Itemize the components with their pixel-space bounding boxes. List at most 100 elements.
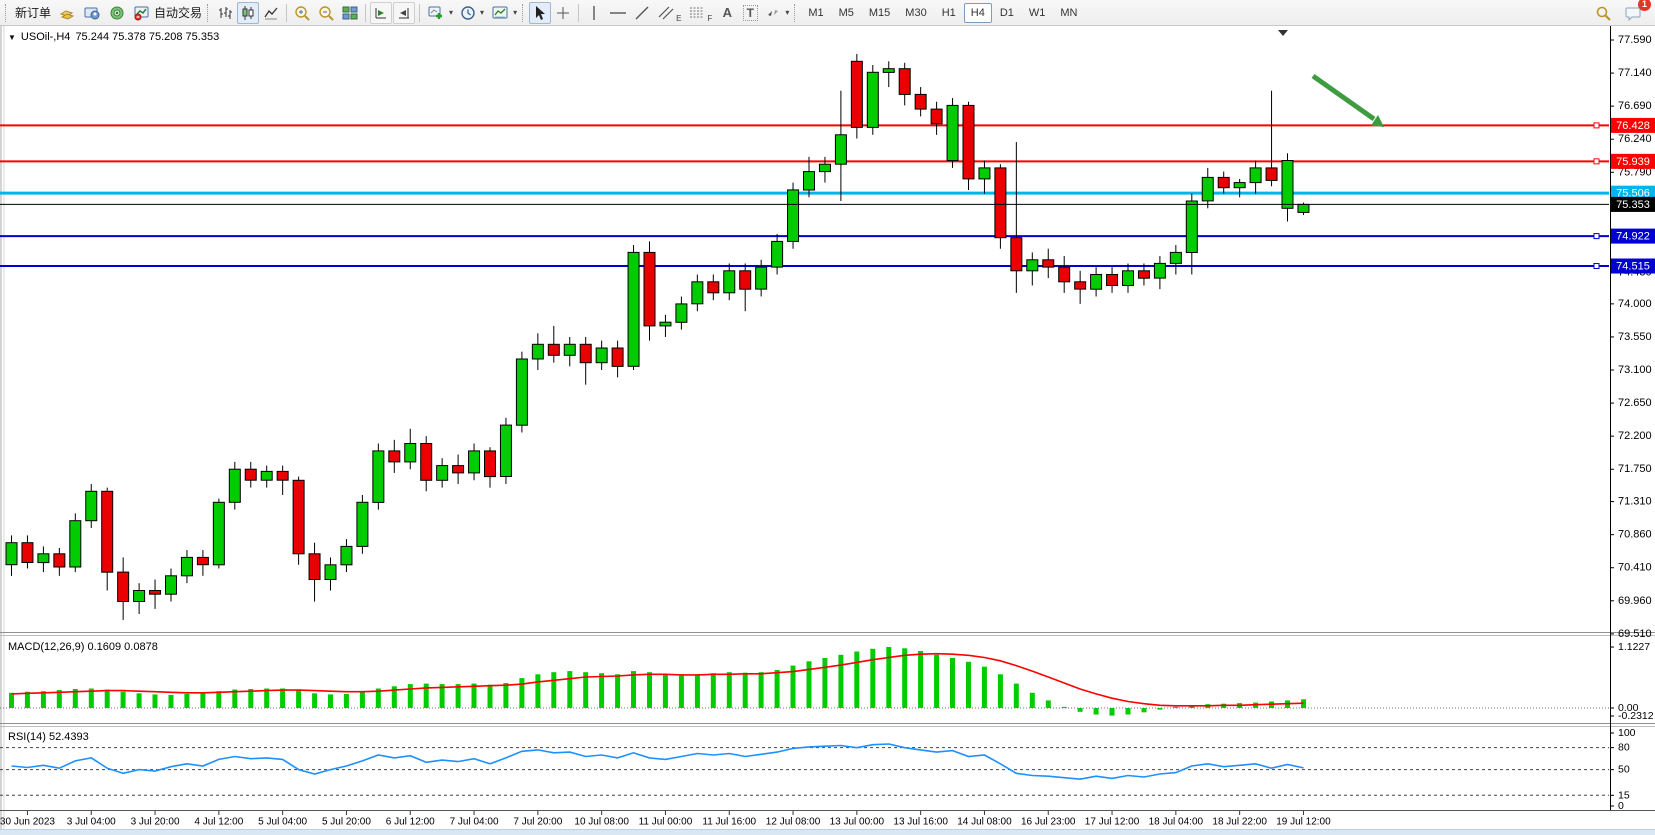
profile-icon bbox=[84, 7, 100, 19]
zoom-in-button[interactable] bbox=[291, 2, 314, 24]
svg-text:12 Jul 08:00: 12 Jul 08:00 bbox=[766, 817, 821, 828]
svg-text:70.860: 70.860 bbox=[1618, 529, 1652, 541]
macd-bar bbox=[104, 689, 110, 708]
notifications-button[interactable]: 1 bbox=[1621, 0, 1651, 24]
time-axis[interactable]: 30 Jun 2023 3 Jul 04:00 3 Jul 20:00 4 Jul 1… bbox=[0, 811, 1331, 828]
arrow-annotation[interactable] bbox=[1311, 73, 1384, 127]
autotrading-button[interactable]: 自动交易 bbox=[130, 2, 205, 24]
trendline-button[interactable] bbox=[631, 2, 653, 24]
line-handle[interactable] bbox=[1593, 233, 1600, 240]
candle-body bbox=[85, 490, 98, 522]
bar-chart-button[interactable] bbox=[214, 2, 236, 24]
rsi-indicator-label: RSI(14) 52.4393 bbox=[8, 731, 89, 743]
line-chart-button[interactable] bbox=[260, 2, 282, 24]
timeframe-h1[interactable]: H1 bbox=[935, 3, 963, 23]
macd-bar bbox=[997, 674, 1003, 708]
toolbar-grip[interactable] bbox=[794, 3, 797, 22]
line-handle[interactable] bbox=[1593, 263, 1600, 270]
macd-bar bbox=[439, 684, 445, 708]
svg-text:76.428: 76.428 bbox=[1616, 120, 1650, 132]
svg-text:100: 100 bbox=[1618, 727, 1636, 739]
line-handle[interactable] bbox=[1593, 122, 1600, 129]
candle-body bbox=[898, 68, 911, 95]
line-handle[interactable] bbox=[1593, 158, 1600, 165]
macd-bar bbox=[758, 672, 764, 708]
profiles-button[interactable] bbox=[80, 2, 104, 24]
fibonacci-button[interactable]: F bbox=[685, 2, 715, 24]
candle-body bbox=[531, 343, 544, 360]
candle-body bbox=[292, 479, 305, 555]
candle-body bbox=[1185, 200, 1198, 253]
text-label-button[interactable]: T bbox=[739, 2, 761, 24]
charts-gold-button[interactable] bbox=[55, 2, 79, 24]
macd-bar bbox=[966, 661, 971, 708]
text-button[interactable]: A bbox=[716, 2, 738, 24]
chart-shift-button[interactable] bbox=[393, 1, 416, 24]
line-chart-icon bbox=[264, 7, 278, 19]
cursor-button[interactable] bbox=[529, 1, 552, 24]
price-axis[interactable]: 77.59077.14076.69076.24075.79075.34074.8… bbox=[1610, 34, 1652, 640]
horizontal-line-button[interactable] bbox=[606, 2, 630, 24]
macd-bar bbox=[343, 693, 349, 708]
zoom-out-button[interactable] bbox=[315, 2, 338, 24]
window-bottom-edge bbox=[0, 829, 1655, 835]
timeframe-d1[interactable]: D1 bbox=[993, 3, 1021, 23]
macd-signal-line bbox=[11, 652, 1304, 707]
search-button[interactable] bbox=[1592, 2, 1615, 24]
timeframe-m30[interactable]: M30 bbox=[898, 3, 933, 23]
timeframe-h4[interactable]: H4 bbox=[963, 2, 992, 23]
svg-text:74.922: 74.922 bbox=[1616, 231, 1650, 243]
candle-body bbox=[5, 542, 18, 566]
vertical-line-button[interactable] bbox=[583, 2, 605, 24]
svg-text:73.550: 73.550 bbox=[1618, 331, 1652, 343]
svg-text:76.690: 76.690 bbox=[1618, 100, 1652, 112]
timeframe-m1[interactable]: M1 bbox=[801, 3, 830, 23]
chart-shift-marker[interactable] bbox=[1278, 30, 1288, 36]
collapse-triangle-icon[interactable]: ▼ bbox=[8, 32, 16, 42]
add-indicator-button[interactable]: ▾ bbox=[424, 2, 456, 24]
macd-bar bbox=[599, 673, 605, 708]
toolbar-grip[interactable] bbox=[5, 3, 8, 22]
candle-body bbox=[133, 590, 146, 602]
candle-body bbox=[1249, 167, 1262, 184]
timeframe-label: W1 bbox=[1028, 6, 1046, 19]
arrows-shapes-button[interactable]: ▾ bbox=[762, 2, 792, 24]
new-order-button[interactable]: 新订单 bbox=[12, 2, 54, 24]
candlestick-chart-button[interactable] bbox=[237, 1, 260, 24]
candle-body bbox=[1074, 281, 1087, 290]
candle-body bbox=[1169, 251, 1182, 264]
candle-body bbox=[1122, 270, 1134, 286]
signals-button[interactable] bbox=[105, 2, 129, 24]
candle-body bbox=[850, 60, 863, 128]
toolbar-grip[interactable] bbox=[207, 3, 210, 22]
candle-body bbox=[468, 450, 481, 474]
candle-body bbox=[1137, 270, 1150, 279]
period-button[interactable]: ▾ bbox=[457, 2, 487, 24]
macd-bar bbox=[1157, 708, 1163, 710]
timeframe-m15[interactable]: M15 bbox=[862, 3, 897, 23]
level-lines[interactable] bbox=[0, 122, 1609, 270]
toolbar: 新订单 bbox=[0, 0, 1655, 26]
candle-body bbox=[739, 270, 752, 290]
toolbar-grip[interactable] bbox=[522, 3, 525, 22]
crosshair-button[interactable] bbox=[552, 2, 574, 24]
candle-body bbox=[244, 468, 257, 481]
chart-area: 77.59077.14076.69076.24075.79075.34074.8… bbox=[0, 26, 1655, 835]
svg-text:76.240: 76.240 bbox=[1618, 133, 1652, 145]
candle-body bbox=[1106, 274, 1119, 286]
timeframe-mn[interactable]: MN bbox=[1053, 3, 1084, 23]
macd-bar bbox=[551, 672, 557, 708]
macd-bar bbox=[838, 654, 844, 708]
equidistant-channel-button[interactable]: E bbox=[654, 2, 684, 24]
template-button[interactable]: ▾ bbox=[488, 2, 520, 24]
tile-windows-button[interactable] bbox=[339, 2, 361, 24]
macd-bar bbox=[359, 691, 365, 708]
fibonacci-icon bbox=[690, 7, 704, 17]
auto-scroll-button[interactable] bbox=[370, 1, 393, 24]
macd-bar bbox=[1173, 706, 1179, 708]
timeframe-m5[interactable]: M5 bbox=[832, 3, 861, 23]
timeframe-label: H4 bbox=[970, 6, 985, 19]
timeframe-w1[interactable]: W1 bbox=[1022, 3, 1053, 23]
